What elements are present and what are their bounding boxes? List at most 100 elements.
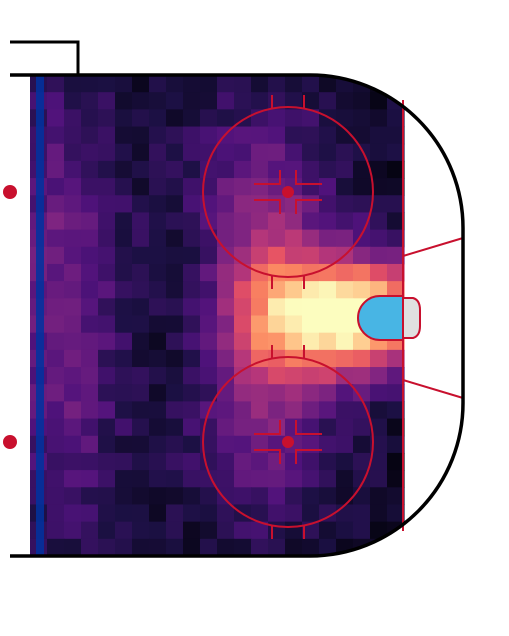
heatmap-cell — [98, 92, 116, 110]
heatmap-cell — [285, 126, 303, 145]
heatmap-cell — [183, 298, 201, 317]
heatmap-cell — [166, 470, 184, 488]
heatmap-cell — [166, 384, 184, 402]
heatmap-cell — [149, 229, 167, 248]
heatmap-cell — [166, 521, 184, 540]
heatmap-cell — [64, 109, 82, 128]
heatmap-cell — [353, 521, 371, 540]
heatmap-cell — [268, 384, 286, 402]
heatmap-cell — [183, 332, 201, 351]
heatmap-cell — [370, 229, 388, 248]
heatmap-cell — [200, 229, 218, 248]
heatmap-cell — [64, 212, 82, 231]
heatmap-cell — [353, 504, 371, 523]
heatmap-cell — [302, 521, 320, 540]
heatmap-cell — [115, 195, 133, 214]
heatmap-cell — [319, 435, 337, 454]
heatmap-cell — [268, 263, 286, 282]
heatmap-cell — [251, 246, 269, 265]
heatmap-cell — [319, 332, 337, 351]
heatmap-cell — [268, 470, 286, 488]
heatmap-cell — [81, 263, 99, 282]
heatmap-cell — [234, 92, 252, 110]
heatmap-cell — [319, 109, 337, 128]
heatmap-cell — [285, 92, 303, 110]
heatmap-cell — [149, 349, 167, 368]
heatmap-cell — [370, 263, 388, 282]
heatmap-cell — [200, 281, 218, 299]
heatmap-cell — [336, 143, 354, 162]
heatmap-cell — [115, 92, 133, 110]
heatmap-cell — [285, 263, 303, 282]
heatmap-cell — [234, 281, 252, 299]
heatmap-cell — [268, 160, 286, 179]
heatmap-cell — [183, 384, 201, 402]
heatmap-cell — [268, 195, 286, 214]
heatmap-cell — [47, 349, 65, 368]
heatmap-cell — [115, 143, 133, 162]
heatmap-cell — [319, 92, 337, 110]
heatmap-cell — [64, 195, 82, 214]
heatmap-cell — [336, 298, 354, 317]
heatmap-cell — [64, 229, 82, 248]
heatmap-cell — [64, 92, 82, 110]
heatmap-cell — [200, 332, 218, 351]
heatmap-cell — [251, 126, 269, 145]
heatmap-cell — [166, 195, 184, 214]
heatmap-cell — [149, 384, 167, 402]
heatmap-cell — [81, 126, 99, 145]
faceoff-dot-top — [282, 186, 294, 198]
heatmap-cell — [217, 349, 235, 368]
heatmap-cell — [302, 229, 320, 248]
heatmap-cell — [370, 246, 388, 265]
heatmap-cell — [47, 504, 65, 523]
heatmap-cell — [183, 246, 201, 265]
heatmap-cell — [64, 349, 82, 368]
heatmap-cell — [64, 160, 82, 179]
heatmap-cell — [251, 178, 269, 196]
heatmap-cell — [285, 401, 303, 420]
heatmap-cell — [47, 212, 65, 231]
heatmap-cell — [217, 504, 235, 523]
heatmap-cell — [115, 126, 133, 145]
heatmap-cell — [302, 92, 320, 110]
heatmap-cell — [183, 92, 201, 110]
heatmap-cell — [370, 452, 388, 471]
heatmap-cell — [217, 315, 235, 334]
heatmap-cell — [98, 504, 116, 523]
heatmap-cell — [234, 332, 252, 351]
heatmap-cell — [387, 246, 405, 265]
heatmap-cell — [336, 281, 354, 299]
heatmap-cell — [251, 521, 269, 540]
heatmap-cell — [64, 504, 82, 523]
heatmap-cell — [132, 75, 150, 93]
heatmap-cell — [132, 315, 150, 334]
heatmap-cell — [285, 487, 303, 506]
heatmap-cell — [81, 401, 99, 420]
heatmap-cell — [302, 195, 320, 214]
heatmap-cell — [336, 487, 354, 506]
heatmap-cell — [115, 487, 133, 506]
heatmap-cell — [319, 504, 337, 523]
heatmap-cell — [251, 504, 269, 523]
heatmap-cell — [336, 504, 354, 523]
heatmap-cell — [387, 504, 405, 523]
heatmap-cell — [319, 195, 337, 214]
heatmap-cell — [217, 452, 235, 471]
heatmap-cell — [183, 178, 201, 196]
heatmap-cell — [166, 332, 184, 351]
heatmap-cell — [268, 178, 286, 196]
heatmap-cell — [166, 281, 184, 299]
heatmap-cell — [132, 538, 150, 556]
heatmap-cell — [234, 143, 252, 162]
heatmap-cell — [353, 246, 371, 265]
heatmap-cell — [81, 229, 99, 248]
heatmap-cell — [302, 384, 320, 402]
heatmap-cell — [319, 281, 337, 299]
heatmap-cell — [115, 281, 133, 299]
heatmap-cell — [353, 384, 371, 402]
heatmap-cell — [268, 281, 286, 299]
heatmap-cell — [98, 487, 116, 506]
heatmap-cell — [183, 109, 201, 128]
heatmap-cell — [336, 401, 354, 420]
